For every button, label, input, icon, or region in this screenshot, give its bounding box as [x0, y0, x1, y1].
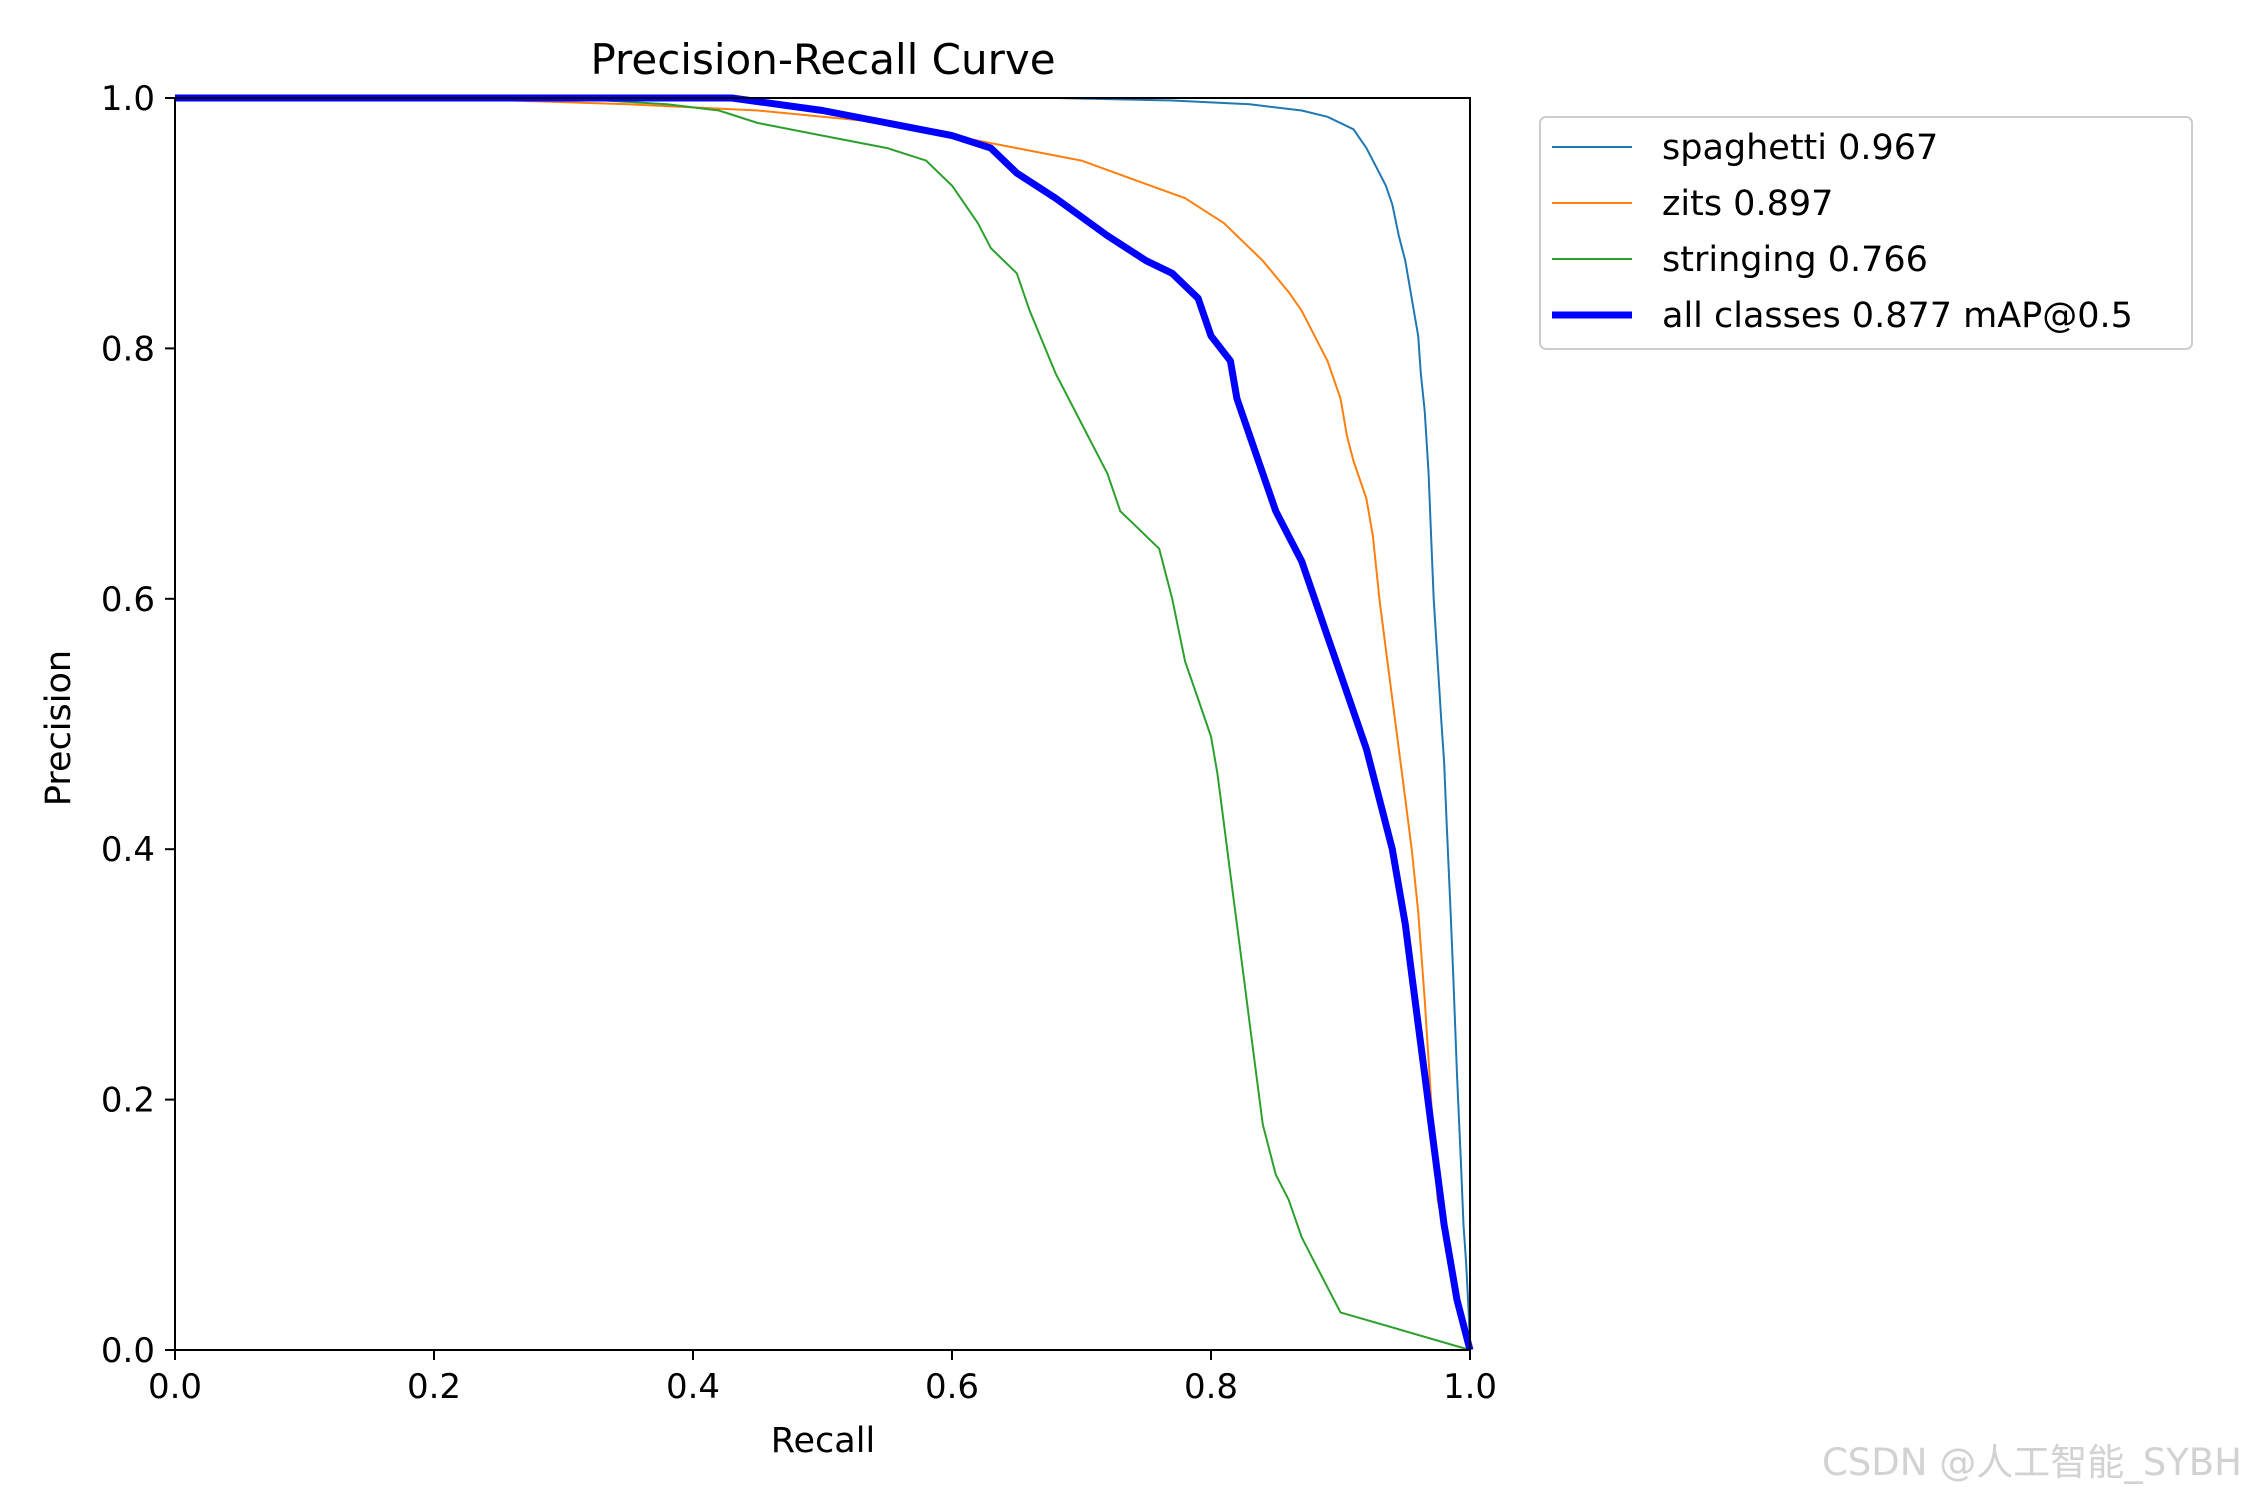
series-line-3 [175, 94, 1474, 1351]
legend: spaghetti 0.967 zits 0.897 stringing 0.766… [1539, 116, 2193, 350]
watermark-text: CSDN @人工智能_SYBH [1821, 1441, 2242, 1484]
legend-label-0: spaghetti 0.967 [1662, 128, 1938, 168]
y-tick-label: 0.6 [101, 580, 155, 620]
legend-label-3: all classes 0.877 mAP@0.5 [1662, 296, 2133, 336]
y-axis-label: Precision [39, 650, 79, 806]
x-tick-label: 0.2 [407, 1367, 461, 1407]
x-tick-label: 0.4 [666, 1367, 720, 1407]
series-lines [175, 94, 1474, 1351]
x-tick-label: 0.6 [925, 1367, 979, 1407]
axis-ticks: 0.0 0.2 0.4 0.6 0.8 1.0 0.0 0.2 0.4 0.6 0.8 1.0 [101, 79, 1497, 1407]
x-tick-label: 0.8 [1184, 1367, 1238, 1407]
legend-label-2: stringing 0.766 [1662, 240, 1928, 280]
y-tick-label: 0.0 [101, 1331, 155, 1371]
y-tick-label: 1.0 [101, 79, 155, 119]
legend-label-1: zits 0.897 [1662, 184, 1833, 224]
y-tick-label: 0.8 [101, 329, 155, 369]
y-tick-label: 0.4 [101, 830, 155, 870]
legend-box [1539, 116, 2193, 350]
y-tick-label: 0.2 [101, 1081, 155, 1121]
series-line-1 [175, 97, 1471, 1351]
x-tick-label: 0.0 [148, 1367, 202, 1407]
series-line-2 [175, 97, 1471, 1351]
series-line-0 [175, 97, 1471, 1351]
plot-frame [174, 97, 1471, 1351]
x-axis-label: Recall [771, 1421, 875, 1461]
chart-title: Precision-Recall Curve [590, 35, 1055, 84]
x-tick-label: 1.0 [1443, 1367, 1497, 1407]
